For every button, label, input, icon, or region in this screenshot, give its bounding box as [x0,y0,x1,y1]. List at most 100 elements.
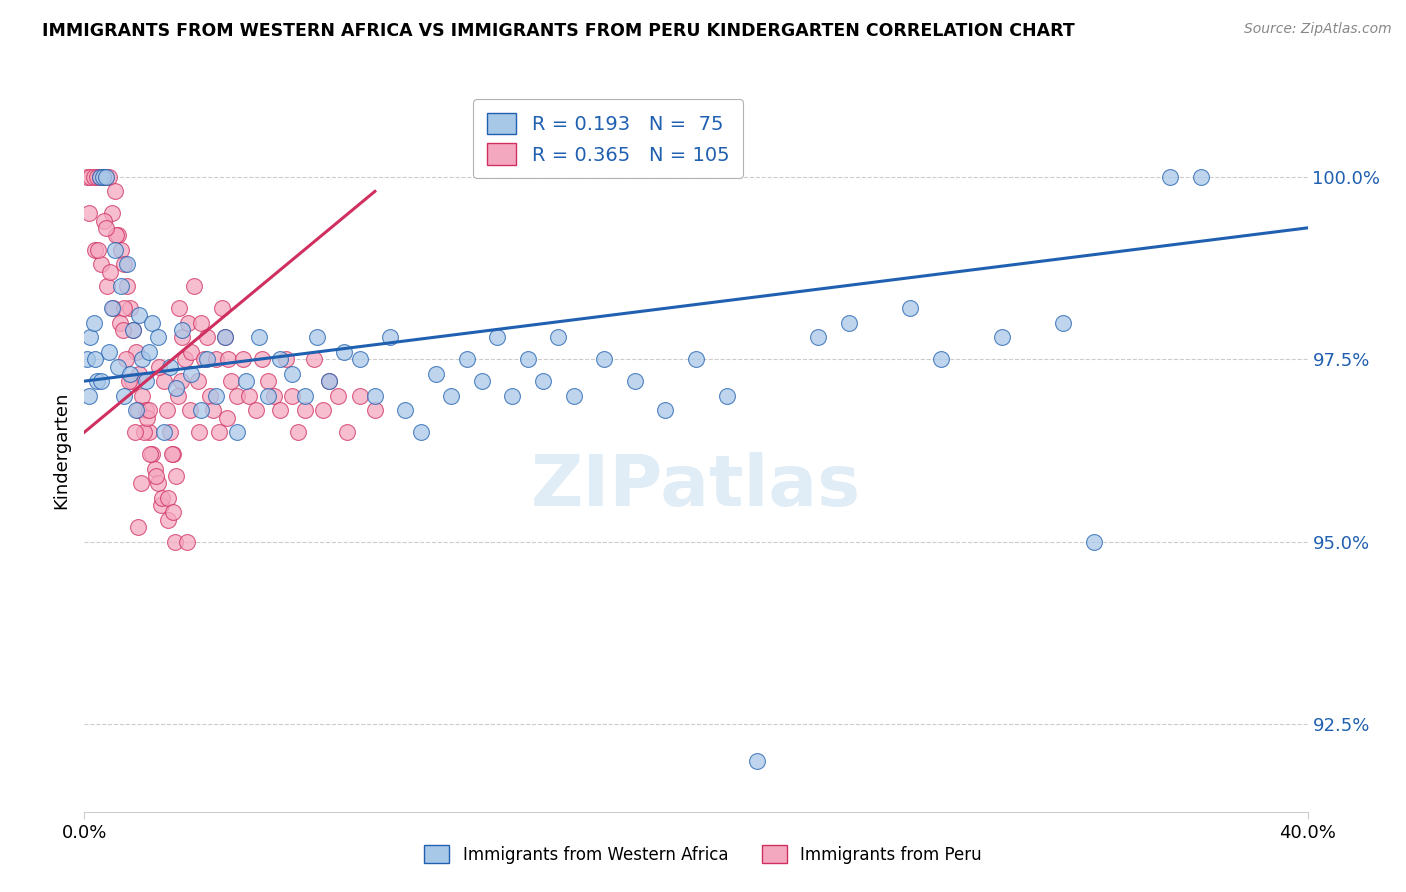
Point [156,403,179,417]
Point [208,425,231,440]
Point [165,381,187,395]
Point [94,169,117,184]
Point [312,403,335,417]
Point [281,389,304,403]
Text: ZIPatlas: ZIPatlas [531,452,860,521]
Point [198,389,221,403]
Point [201,403,224,417]
Point [76,352,98,367]
Point [91,169,114,184]
Point [110,243,132,257]
Point [148,359,170,374]
Legend: R = 0.193   N =  75, R = 0.365   N = 105: R = 0.193 N = 75, R = 0.365 N = 105 [474,99,742,178]
Point [486,330,509,344]
Point [180,345,202,359]
Point [83,316,105,330]
Point [127,520,149,534]
Point [89,169,111,184]
Point [90,374,112,388]
Point [179,403,201,417]
Point [149,498,172,512]
Point [250,352,273,367]
Point [211,301,233,315]
Point [114,352,136,367]
Point [349,352,371,367]
Point [122,323,145,337]
Point [141,316,163,330]
Point [425,367,447,381]
Point [91,169,114,184]
Point [394,403,416,417]
Point [127,403,149,417]
Point [257,389,280,403]
Point [807,330,830,344]
Point [624,374,647,388]
Point [235,374,257,388]
Point [269,403,291,417]
Point [122,323,145,337]
Point [547,330,569,344]
Point [214,330,236,344]
Point [245,403,267,417]
Point [79,169,101,184]
Point [108,316,131,330]
Point [205,389,228,403]
Point [145,469,167,483]
Point [118,374,141,388]
Point [104,185,127,199]
Point [215,410,238,425]
Point [135,374,157,388]
Point [86,169,108,184]
Point [153,425,176,440]
Point [1052,316,1074,330]
Point [76,169,98,184]
Point [1159,169,1181,184]
Point [328,389,350,403]
Point [257,374,280,388]
Point [128,367,150,381]
Point [101,301,124,315]
Point [129,476,152,491]
Point [150,491,173,505]
Point [226,389,249,403]
Point [90,257,112,271]
Point [131,389,153,403]
Point [103,301,125,315]
Point [364,403,387,417]
Point [186,374,208,388]
Point [112,257,135,271]
Point [380,330,402,344]
Point [1189,169,1212,184]
Point [183,279,205,293]
Point [157,513,180,527]
Legend: Immigrants from Western Africa, Immigrants from Peru: Immigrants from Western Africa, Immigran… [418,838,988,871]
Point [107,228,129,243]
Point [188,425,211,440]
Point [89,169,111,184]
Point [112,389,135,403]
Point [135,403,157,417]
Point [247,330,270,344]
Point [318,374,340,388]
Point [97,169,120,184]
Point [112,301,135,315]
Point [349,389,371,403]
Point [205,352,228,367]
Point [146,330,169,344]
Point [115,279,138,293]
Point [172,323,194,337]
Point [263,389,285,403]
Point [214,330,236,344]
Point [269,352,291,367]
Point [898,301,921,315]
Y-axis label: Kindergarten: Kindergarten [52,392,70,509]
Point [305,330,328,344]
Point [120,367,142,381]
Point [685,352,707,367]
Point [139,447,162,461]
Point [79,330,101,344]
Point [302,352,325,367]
Point [502,389,524,403]
Point [136,410,159,425]
Point [159,359,181,374]
